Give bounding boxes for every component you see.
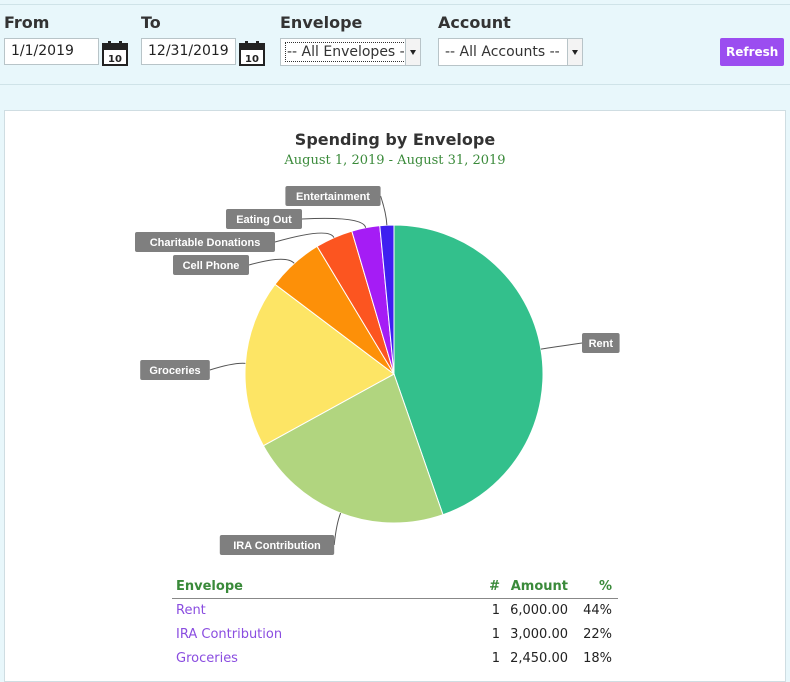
- pie-slice-rent[interactable]: [393, 224, 544, 516]
- row-count: 1: [491, 651, 500, 666]
- slice-label-box: [226, 209, 302, 229]
- chart-title: Spending by Envelope: [294, 130, 496, 149]
- calendar-icon[interactable]: 10: [102, 40, 128, 66]
- slice-label-groceries: Groceries: [149, 365, 200, 377]
- pie-slice-groceries[interactable]: [244, 283, 395, 447]
- chart-subtitle: August 1, 2019 - August 31, 2019: [284, 153, 506, 168]
- envelope-link[interactable]: Groceries: [176, 651, 238, 666]
- slice-label-rent: Rent: [589, 338, 614, 350]
- chevron-down-icon: [405, 39, 420, 65]
- header-envelope: Envelope: [176, 579, 243, 594]
- from-label: From: [4, 13, 50, 32]
- envelope-link[interactable]: IRA Contribution: [176, 627, 283, 642]
- leader-line: [380, 195, 388, 226]
- row-percent: 22%: [583, 627, 612, 642]
- envelope-label: Envelope: [280, 13, 363, 32]
- envelope-select[interactable]: -- All Envelopes --: [280, 38, 421, 66]
- envelope-link[interactable]: Rent: [176, 603, 206, 618]
- filter-divider: [0, 84, 790, 85]
- leader-line: [248, 258, 295, 266]
- slice-label-ira-contribution: IRA Contribution: [233, 540, 321, 552]
- leader-line: [301, 217, 367, 228]
- leader-line: [333, 512, 342, 546]
- table-row: Rent 1 6,000.00 44%: [172, 599, 618, 623]
- header-amount: Amount: [510, 579, 568, 594]
- calendar-icon[interactable]: 10: [239, 40, 265, 66]
- row-amount: 2,450.00: [510, 651, 568, 666]
- table-row: IRA Contribution 1 3,000.00 22%: [172, 623, 618, 647]
- header-count: #: [489, 579, 500, 594]
- slice-label-box: [285, 186, 381, 206]
- row-amount: 6,000.00: [510, 603, 568, 618]
- slice-label-box: [173, 255, 249, 275]
- to-date-input[interactable]: 12/31/2019: [141, 38, 236, 65]
- slice-label-eating-out: Eating Out: [236, 214, 292, 226]
- spending-table: Envelope # Amount % Rent 1 6,000.00 44% …: [172, 575, 618, 671]
- calendar-icon-text: 10: [108, 54, 122, 65]
- table-header: Envelope # Amount %: [172, 575, 618, 599]
- leader-line: [274, 232, 335, 243]
- row-amount: 3,000.00: [510, 627, 568, 642]
- slice-label-entertainment: Entertainment: [296, 191, 370, 203]
- slice-label-box: [582, 333, 620, 353]
- envelope-select-value: -- All Envelopes --: [285, 42, 412, 62]
- to-label: To: [141, 13, 161, 32]
- header-percent: %: [598, 579, 612, 594]
- refresh-button[interactable]: Refresh: [720, 38, 784, 66]
- account-select-value: -- All Accounts --: [445, 44, 560, 60]
- slice-label-box: [140, 360, 210, 380]
- row-count: 1: [491, 627, 500, 642]
- leader-line: [540, 342, 583, 350]
- chevron-down-icon: [567, 39, 582, 65]
- from-date-input[interactable]: 1/1/2019: [4, 38, 99, 65]
- leader-line: [209, 362, 246, 371]
- top-divider: [0, 4, 790, 5]
- pie-slice-entertainment[interactable]: [379, 224, 395, 375]
- slice-label-charitable-donations: Charitable Donations: [150, 237, 261, 249]
- pie-slice-ira-contribution[interactable]: [262, 373, 444, 524]
- account-select[interactable]: -- All Accounts --: [438, 38, 583, 66]
- slice-label-cell-phone: Cell Phone: [183, 260, 240, 272]
- slice-label-box: [219, 535, 335, 555]
- row-count: 1: [491, 603, 500, 618]
- slice-label-box: [135, 232, 275, 252]
- table-row: Groceries 1 2,450.00 18%: [172, 647, 618, 671]
- row-percent: 44%: [583, 603, 612, 618]
- calendar-icon-text: 10: [245, 54, 259, 65]
- account-label: Account: [438, 13, 511, 32]
- row-percent: 18%: [583, 651, 612, 666]
